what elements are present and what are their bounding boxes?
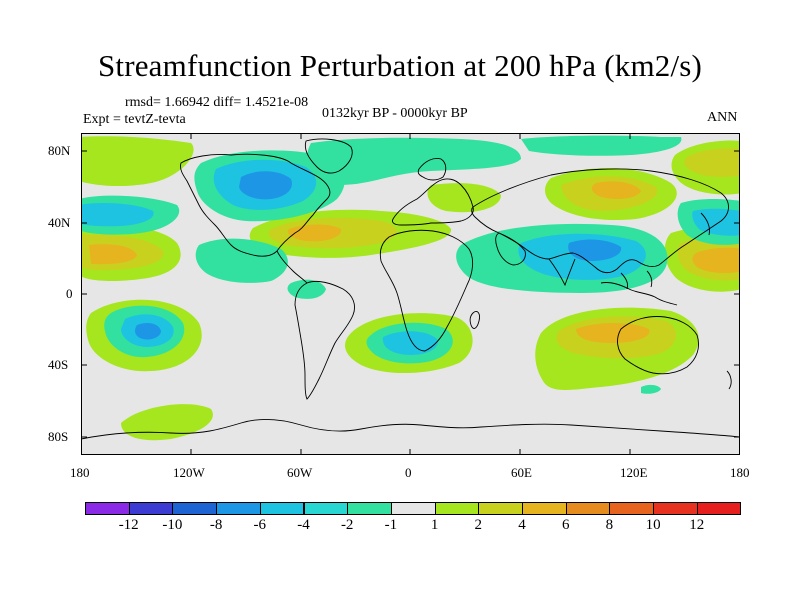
anomaly-region (641, 384, 661, 394)
colorbar-swatch (85, 502, 130, 515)
colorbar-label: 2 (474, 517, 483, 533)
lon-label: 120W (173, 465, 205, 480)
lat-label: 80N (48, 143, 71, 158)
anomaly-region (692, 208, 740, 236)
lon-label: 180 (70, 465, 90, 480)
colorbar-swatch (303, 502, 349, 515)
colorbar-label: -12 (118, 517, 139, 533)
lat-label: 80S (48, 429, 69, 444)
tick-marks (81, 133, 740, 455)
colorbar-label: -6 (253, 517, 267, 533)
experiment-text: Expt = tevtZ-tevta (83, 112, 186, 127)
colorbar-swatch (565, 502, 611, 515)
anomaly-region (81, 136, 194, 187)
lat-label: 0 (66, 286, 73, 301)
colorbar-label: -2 (340, 517, 354, 533)
negative-anomaly-regions (81, 135, 740, 394)
season-text: ANN (707, 110, 738, 125)
colorbar-swatch (522, 502, 567, 515)
anomaly-region (591, 181, 641, 199)
colorbar-swatch (609, 502, 655, 515)
colorbar-label: -1 (384, 517, 398, 533)
lon-label: 60E (511, 465, 532, 480)
colorbar-label: -10 (162, 517, 183, 533)
colorbar-swatch (128, 502, 174, 515)
colorbar-swatch (172, 502, 218, 515)
anomaly-region (427, 183, 501, 213)
anomaly-region (81, 203, 154, 227)
chart-title: Streamfunction Perturbation at 200 hPa (… (97, 48, 703, 83)
colorbar-swatch (434, 502, 480, 515)
colorbar-label: 6 (561, 517, 570, 533)
colorbar-swatch (347, 502, 392, 515)
anomaly-region (692, 247, 740, 274)
colorbar-label: -4 (297, 517, 310, 533)
lon-label: 60W (287, 465, 313, 480)
anomaly-region (576, 323, 650, 343)
lon-label: 180 (730, 465, 750, 480)
lon-label: 0 (405, 465, 412, 480)
colorbar-swatch (390, 502, 436, 515)
colorbar-label: 8 (605, 517, 614, 533)
anomaly-region (239, 171, 292, 200)
anomaly-region (382, 331, 438, 355)
colorbar-swatch (653, 502, 698, 515)
coastlines (81, 138, 740, 440)
colorbar-swatch (216, 502, 261, 515)
anomaly-region (521, 135, 682, 156)
colorbar-swatch (259, 502, 305, 515)
anomaly-region (568, 239, 622, 261)
anomaly-region (307, 137, 521, 185)
lat-label: 40N (48, 215, 71, 230)
colorbar-label: -8 (209, 517, 223, 533)
anomaly-region (195, 238, 288, 283)
anomaly-region (684, 148, 740, 177)
period-text: 0132kyr BP - 0000kyr BP (322, 106, 468, 121)
map-panel (81, 133, 740, 455)
colorbar-label: 12 (689, 517, 705, 533)
anomaly-region (121, 404, 213, 441)
stats-text: rmsd= 1.66942 diff= 1.4521e-08 (125, 95, 309, 110)
anomaly-region (89, 244, 137, 265)
anomaly-region (135, 323, 161, 340)
colorbar-label: 4 (518, 517, 526, 533)
lat-label: 40S (48, 357, 69, 372)
lon-label: 120E (620, 465, 648, 480)
colorbar-label: 1 (430, 517, 439, 533)
colorbar-swatch (478, 502, 523, 515)
colorbar-swatch (696, 502, 742, 515)
colorbar-label: 10 (645, 517, 661, 533)
